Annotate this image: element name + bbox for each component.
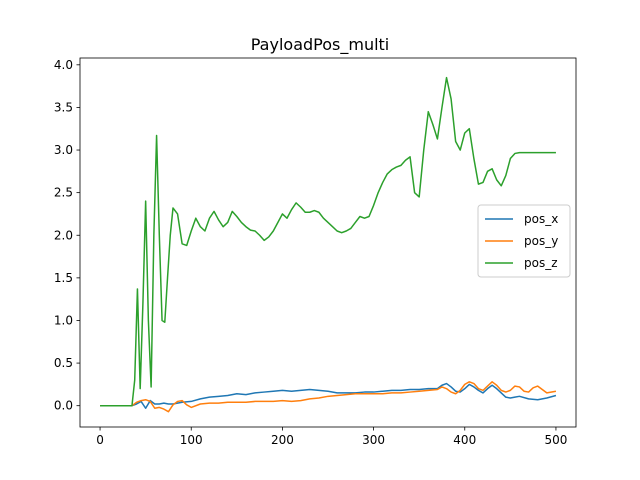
y-tick-label: 2.0	[54, 228, 73, 242]
y-tick-label: 0.0	[54, 399, 73, 413]
legend-box	[477, 204, 571, 278]
chart-title: PayloadPos_multi	[251, 35, 390, 55]
axes-frame	[79, 57, 577, 428]
y-tick-label: 3.0	[54, 143, 73, 157]
series-line-pos-z	[100, 76, 556, 407]
y-tick-label: 2.5	[54, 186, 73, 200]
x-tick-label: 500	[544, 433, 567, 447]
y-tick-label: 3.5	[54, 100, 73, 114]
legend-label-pos-y: pos_y	[524, 234, 558, 248]
legend: pos_x pos_y pos_z	[477, 204, 571, 278]
y-tick-label: 1.5	[54, 271, 73, 285]
x-tick-label: 300	[362, 433, 385, 447]
axes: 0 100 200 300 400 500 0.0 0.5 1.0 1.5 2.0 2.5 3.0 3.5…	[54, 57, 577, 447]
y-tick-label: 4.0	[54, 58, 73, 72]
legend-label-pos-x: pos_x	[524, 212, 558, 226]
x-tick-label: 200	[271, 433, 294, 447]
y-tick-label: 0.5	[54, 356, 73, 370]
x-tick-label: 100	[180, 433, 203, 447]
x-tick-label: 400	[453, 433, 476, 447]
x-tick-label: 0	[96, 433, 104, 447]
plot-area	[100, 76, 557, 413]
series-line-pos-y	[100, 381, 557, 413]
legend-label-pos-z: pos_z	[524, 256, 558, 270]
y-tick-label: 1.0	[54, 313, 73, 327]
